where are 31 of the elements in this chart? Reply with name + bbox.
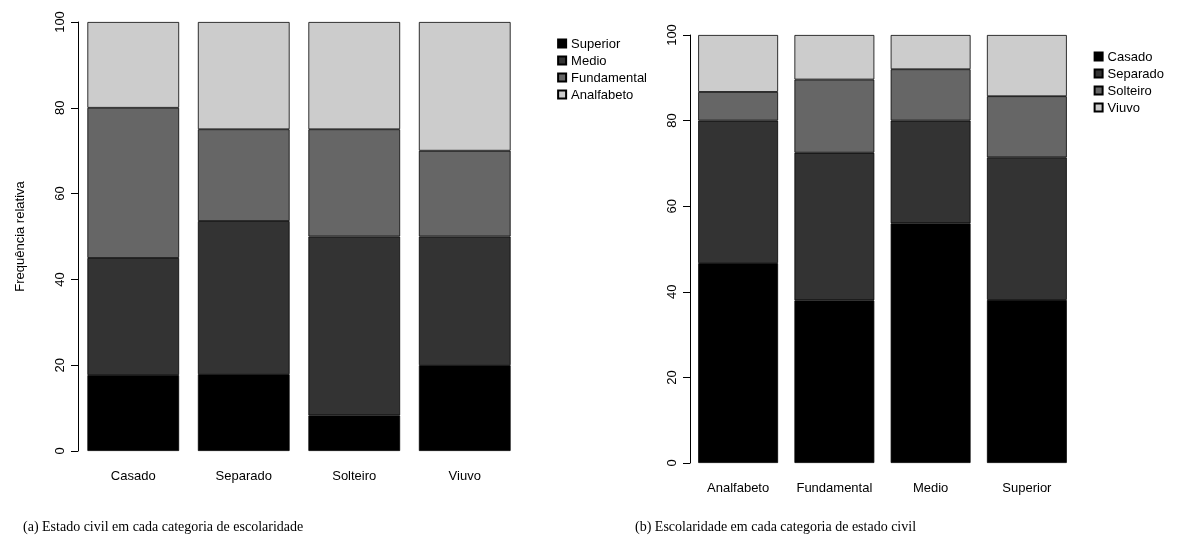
y-tick-label: 60 xyxy=(52,186,67,201)
y-tick-label: 100 xyxy=(664,24,679,46)
y-tick-label: 80 xyxy=(664,113,679,128)
y-tick-label: 100 xyxy=(52,11,67,33)
x-tick-label: Solteiro xyxy=(332,468,377,483)
x-tick-label: Fundamental xyxy=(796,480,873,495)
y-tick-label: 0 xyxy=(52,447,67,455)
y-tick-label: 20 xyxy=(52,357,67,373)
legend-label: Casado xyxy=(1107,49,1153,64)
y-axis-title: Frequência relativa xyxy=(12,180,27,292)
legend-label: Solteiro xyxy=(1107,83,1152,98)
x-tick-label: Medio xyxy=(912,480,949,495)
x-tick-label: Separado xyxy=(215,468,272,483)
y-tick-label: 40 xyxy=(664,284,679,300)
x-tick-label: Casado xyxy=(110,468,156,483)
legend-label: Fundamental xyxy=(571,70,648,85)
text: (a) Estado civil em cada categoria de escolaridade xyxy=(23,518,304,535)
legend-label: Analfabeto xyxy=(571,87,634,102)
legend-label: Viuvo xyxy=(1107,100,1140,115)
y-tick-label: 20 xyxy=(664,370,679,385)
legend-label: Separado xyxy=(1107,66,1165,81)
text: (b) Escolaridade em cada categoria de estado civil xyxy=(635,518,917,535)
legend-label: Superior xyxy=(571,36,621,51)
y-tick-label: 80 xyxy=(52,100,67,116)
x-tick-label: Viuvo xyxy=(448,468,481,483)
y-tick-label: 60 xyxy=(664,198,679,214)
legend-label: Medio xyxy=(571,53,607,68)
y-tick-label: 0 xyxy=(664,459,679,467)
x-tick-label: Superior xyxy=(1002,480,1053,495)
y-tick-label: 40 xyxy=(52,272,67,287)
x-tick-label: Analfabeto xyxy=(707,480,770,495)
